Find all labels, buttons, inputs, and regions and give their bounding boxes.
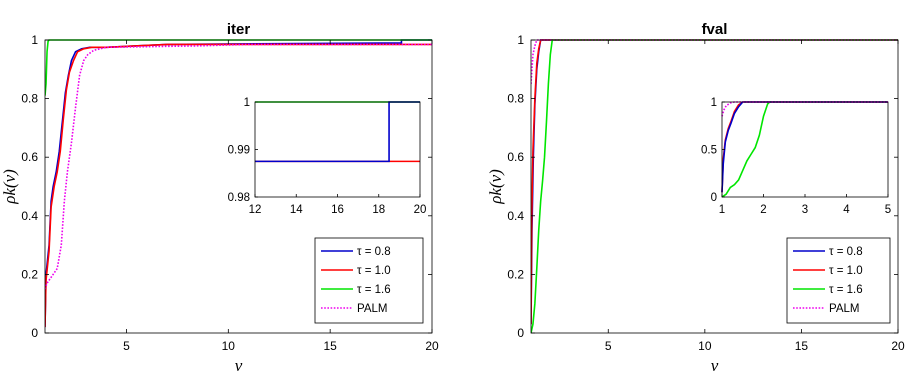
series-line-1 — [45, 43, 432, 328]
axes-box — [530, 39, 899, 334]
legend-label: τ = 1.0 — [357, 265, 391, 277]
x-tick-label: 5 — [123, 339, 130, 353]
chart-panel-iter: 5 10 15 20 0 0.2 0.4 0.6 0.8 1 iter ν ρk(ν) 12 14 16 18 2… — [0, 21, 439, 375]
y-tick-label: 0.6 — [21, 150, 38, 164]
inset-x-tick-label: 4 — [843, 204, 850, 216]
y-tick-label: 0 — [31, 326, 38, 340]
series-group — [531, 39, 898, 333]
x-axis-label: ν — [235, 356, 243, 375]
y-tick-label: 0.4 — [21, 209, 38, 223]
x-tick-label: 10 — [698, 339, 712, 353]
x-tick-label: 20 — [891, 339, 905, 353]
inset-x-tick-label: 16 — [331, 204, 344, 216]
inset-area — [722, 102, 888, 197]
x-tick-label: 15 — [323, 339, 337, 353]
legend-label: PALM — [829, 303, 859, 315]
x-tick-label: 15 — [795, 339, 809, 353]
inset-x-tick-label: 1 — [719, 204, 725, 216]
x-tick-label: 5 — [605, 339, 612, 353]
legend-label: PALM — [357, 303, 387, 315]
series-line-2 — [531, 39, 898, 333]
chart-panel-fval: 5 10 15 20 0 0.2 0.4 0.6 0.8 1 fval ν ρk(ν) 1 2 3 4 5 0 0.5… — [486, 21, 905, 375]
y-tick-label: 1 — [31, 33, 38, 47]
chart-title: fval — [702, 21, 728, 38]
axes-box — [44, 39, 433, 334]
y-tick-label: 0 — [517, 326, 524, 340]
series-line-1 — [531, 39, 898, 325]
inset-x-tick-label: 14 — [290, 204, 303, 216]
y-tick-label: 0.6 — [507, 150, 524, 164]
series-line-3 — [45, 43, 432, 290]
inset-plot: 1 2 3 4 5 0 0.5 1 — [701, 97, 891, 216]
y-tick-label: 0.2 — [507, 267, 524, 281]
series-group — [45, 39, 432, 328]
x-tick-label: 20 — [425, 339, 439, 353]
inset-x-tick-label: 5 — [885, 204, 891, 216]
y-tick-label: 0.4 — [507, 209, 524, 223]
legend-label: τ = 0.8 — [357, 246, 391, 258]
inset-series-line-2 — [721, 101, 888, 193]
inset-y-tick-label: 1 — [711, 97, 717, 109]
chart-title: iter — [227, 21, 251, 38]
legend-label: τ = 1.6 — [357, 284, 391, 296]
legend: τ = 0.8 τ = 1.0 τ = 1.6 PALM — [314, 237, 424, 324]
inset-y-tick-label: 0.99 — [228, 145, 250, 157]
y-tick-label: 0.2 — [21, 267, 38, 281]
legend-box — [314, 237, 424, 324]
legend: τ = 0.8 τ = 1.0 τ = 1.6 PALM — [786, 237, 891, 324]
inset-area — [255, 102, 420, 197]
legend-label: τ = 0.8 — [829, 246, 863, 258]
inset-y-tick-label: 0.98 — [228, 192, 250, 204]
legend-box — [786, 237, 891, 324]
inset-x-tick-label: 20 — [414, 204, 427, 216]
y-axis-label: ρk(ν) — [0, 169, 19, 205]
inset-x-tick-label: 18 — [372, 204, 385, 216]
x-axis-label: ν — [711, 356, 719, 375]
y-axis-label: ρk(ν) — [486, 169, 505, 205]
inset-series-line-0 — [721, 101, 888, 198]
inset-y-tick-label: 0.5 — [701, 145, 717, 157]
inset-y-tick-label: 1 — [244, 97, 250, 109]
y-tick-label: 0.8 — [507, 92, 524, 106]
legend-label: τ = 1.0 — [829, 265, 863, 277]
y-tick-label: 1 — [517, 33, 524, 47]
inset-x-tick-label: 12 — [249, 204, 262, 216]
inset-x-tick-label: 3 — [802, 204, 808, 216]
inset-plot: 12 14 16 18 20 0.98 0.99 1 — [228, 97, 427, 216]
inset-x-tick-label: 2 — [760, 204, 766, 216]
legend-label: τ = 1.6 — [829, 284, 863, 296]
inset-y-tick-label: 0 — [711, 192, 717, 204]
x-tick-label: 10 — [222, 339, 236, 353]
y-tick-label: 0.8 — [21, 92, 38, 106]
